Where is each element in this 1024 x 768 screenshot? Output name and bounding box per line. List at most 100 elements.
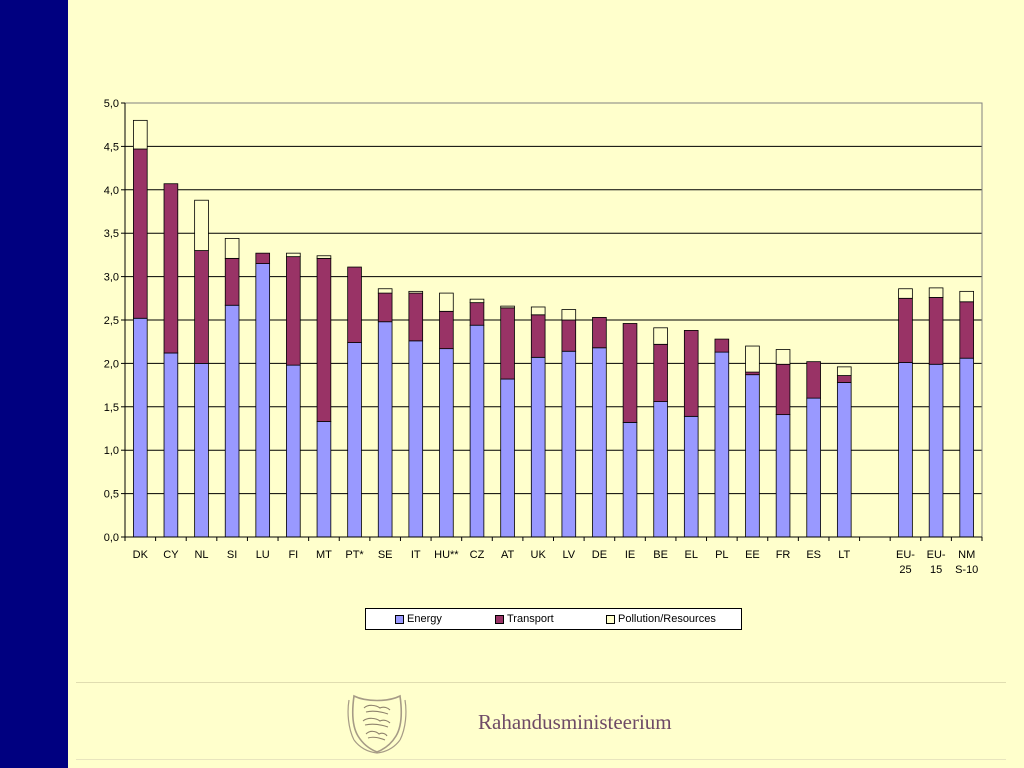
x-tick-label: MT (316, 549, 332, 561)
bar-transport-dk (133, 148, 148, 319)
bar-energy-nl (194, 362, 209, 538)
x-tick-label: CY (163, 549, 179, 561)
y-tick-label: 1,0 (104, 445, 119, 457)
bar-pollution-resources-eu15 (928, 287, 944, 298)
legend-swatch-transport (495, 614, 504, 624)
bar-energy-ie (622, 422, 638, 538)
bar-transport-es (806, 361, 821, 399)
x-tick-label: LT (838, 549, 850, 561)
bar-energy-es (806, 397, 821, 538)
bar-energy-pt (347, 342, 362, 538)
x-tick-label: FR (776, 549, 791, 561)
estonian-coat-of-arms-icon (347, 694, 407, 754)
footer-divider (76, 682, 1006, 683)
bar-transport-fr (775, 363, 791, 416)
x-tick-label: EU- (896, 549, 915, 561)
x-tick-label: NM (958, 549, 975, 561)
bar-energy-lv (561, 350, 577, 538)
legend-item-pollution: Pollution/Resources (606, 613, 716, 625)
x-tick-label: FI (288, 549, 298, 561)
bar-transport-nms10 (959, 301, 974, 359)
bar-pollution-resources-eu25 (898, 288, 913, 299)
bar-energy-at (500, 378, 515, 538)
y-tick-label: 3,5 (104, 228, 119, 240)
bar-pollution-resources-nms10 (959, 290, 974, 303)
y-tick-label: 0,5 (104, 489, 119, 501)
bar-transport-lt (836, 375, 852, 383)
bar-pollution-resources-ee (745, 345, 760, 373)
bar-transport-fi (286, 256, 301, 366)
y-tick-label: 4,0 (104, 185, 119, 197)
bar-transport-pl (714, 338, 730, 353)
bar-energy-dk (133, 317, 148, 538)
x-tick-label: SE (378, 549, 393, 561)
y-tick-label: 0,0 (104, 532, 119, 544)
bar-pollution-resources-uk (530, 306, 546, 316)
x-tick-label: CZ (470, 549, 485, 561)
bar-energy-cz (469, 324, 485, 538)
x-tick-label: EL (684, 549, 697, 561)
x-tick-label: UK (531, 549, 547, 561)
x-tick-label: IE (625, 549, 635, 561)
legend-label-energy: Energy (407, 613, 442, 625)
bar-transport-mt (316, 257, 332, 422)
bar-pollution-resources-fi (286, 252, 301, 258)
bar-transport-eu15 (928, 297, 944, 365)
bar-energy-de (592, 347, 607, 538)
bar-pollution-resources-hu (439, 292, 454, 312)
bar-pollution-resources-be (653, 327, 668, 345)
x-tick-label: LV (562, 549, 575, 561)
bar-pollution-resources-si (224, 238, 240, 259)
x-tick-label: IT (411, 549, 421, 561)
y-tick-label: 3,0 (104, 272, 119, 284)
bar-transport-de (592, 316, 607, 349)
bar-pollution-resources-lt (836, 366, 852, 376)
bar-energy-it (408, 340, 424, 538)
bar-energy-el (683, 415, 699, 538)
x-tick-label: EU- (927, 549, 946, 561)
x-tick-label: 25 (899, 564, 911, 576)
x-tick-label: AT (501, 549, 515, 561)
legend-swatch-pollution (606, 614, 615, 624)
bar-energy-be (653, 401, 668, 538)
y-tick-label: 2,5 (104, 315, 119, 327)
chart-legend: Energy Transport Pollution/Resources (365, 608, 742, 630)
x-tick-label: NL (194, 549, 208, 561)
bar-transport-se (377, 292, 393, 323)
bar-transport-eu25 (898, 297, 913, 363)
bar-energy-hu (439, 348, 454, 538)
bar-energy-lt (836, 382, 852, 538)
bar-transport-cz (469, 302, 485, 326)
bar-energy-se (377, 321, 393, 538)
x-tick-label: 15 (930, 564, 942, 576)
bar-energy-eu25 (898, 362, 913, 538)
bar-pollution-resources-mt (316, 255, 332, 259)
x-tick-label: LU (256, 549, 270, 561)
bar-pollution-resources-it (408, 290, 424, 294)
y-tick-label: 2,0 (104, 358, 119, 370)
bar-energy-fi (286, 364, 301, 538)
bar-pollution-resources-dk (133, 119, 148, 150)
bar-energy-nms10 (959, 357, 974, 538)
x-tick-label: DK (133, 549, 149, 561)
x-tick-label: HU** (434, 549, 459, 561)
bar-pollution-resources-lv (561, 309, 577, 321)
bar-transport-el (683, 330, 699, 417)
x-tick-label: ES (806, 549, 821, 561)
bar-pollution-resources-cz (469, 298, 485, 304)
bar-energy-lu (255, 263, 271, 538)
bar-pollution-resources-at (500, 305, 515, 309)
x-tick-label: EE (745, 549, 760, 561)
legend-item-energy: Energy (395, 613, 442, 625)
bar-transport-ie (622, 323, 638, 423)
bar-energy-mt (316, 421, 332, 538)
legend-label-pollution: Pollution/Resources (618, 613, 716, 625)
bar-energy-eu15 (928, 363, 944, 538)
x-tick-label: DE (592, 549, 607, 561)
x-tick-label: PT* (345, 549, 364, 561)
bar-transport-si (224, 257, 240, 306)
bar-energy-uk (530, 356, 546, 538)
bar-pollution-resources-nl (194, 199, 209, 251)
bar-transport-it (408, 292, 424, 342)
